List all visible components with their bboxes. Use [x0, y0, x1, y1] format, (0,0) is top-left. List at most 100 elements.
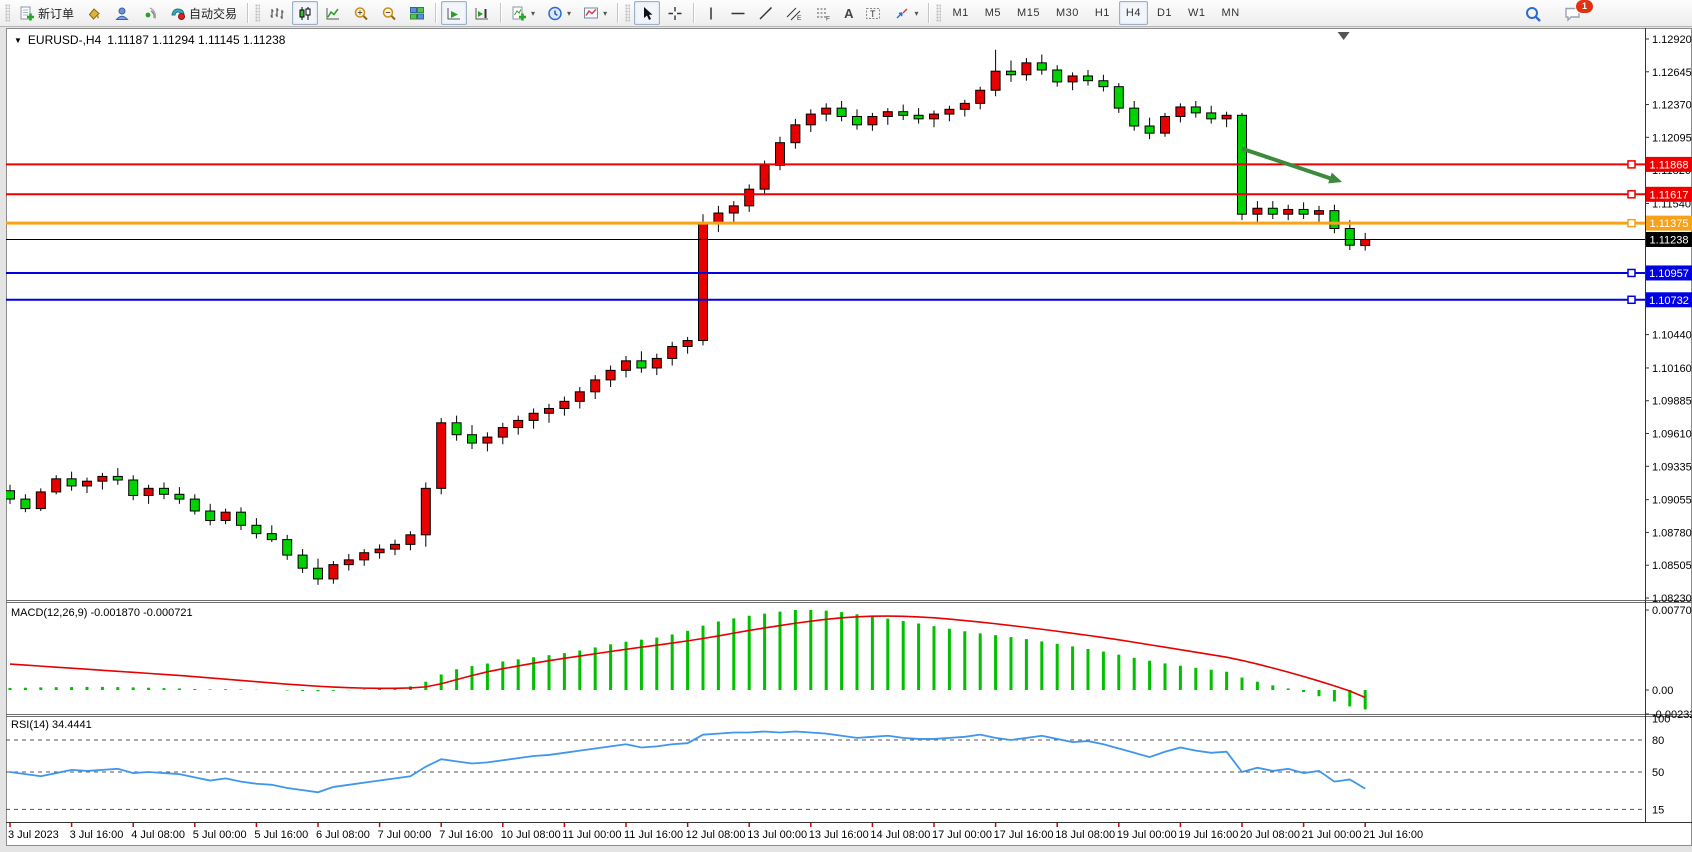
candle [898, 111, 909, 116]
timeframe-button-M15[interactable]: M15 [1017, 7, 1040, 19]
price-axis-label: 1.09610 [1652, 429, 1692, 441]
arrows-tool-button[interactable]: ▾ [889, 1, 923, 25]
hline-anchor[interactable] [1627, 218, 1636, 228]
price-axis-label: 1.08780 [1652, 527, 1692, 539]
hline-anchor[interactable] [1627, 295, 1636, 305]
text-tool-button[interactable]: A [839, 1, 858, 25]
periods-button[interactable]: ▾ [542, 1, 576, 25]
timeframe-button-MN[interactable]: MN [1221, 7, 1240, 19]
text-label-tool-button[interactable]: T [860, 1, 887, 25]
horizontal-line-tool-button[interactable] [725, 1, 751, 25]
date-axis-label: 19 Jul 00:00 [1117, 829, 1177, 841]
price-badge-value: 1.11868 [1650, 159, 1689, 171]
arrow-annotation[interactable] [1241, 146, 1335, 182]
auto-trading-button[interactable]: 自动交易 [165, 1, 242, 25]
timeframe-button-W1[interactable]: W1 [1188, 7, 1206, 19]
signals-button[interactable] [137, 1, 163, 25]
new-order-button[interactable]: 新订单 [14, 1, 79, 25]
indicators-button[interactable]: ▾ [506, 1, 540, 25]
templates-button[interactable]: ▾ [578, 1, 612, 25]
candle [20, 498, 31, 510]
candle [328, 564, 339, 580]
crosshair-tool-button[interactable] [662, 1, 688, 25]
trendline-icon [759, 6, 773, 20]
timeframe-button-M30[interactable]: M30 [1055, 7, 1079, 19]
profile-button[interactable] [109, 1, 135, 25]
candle [513, 419, 524, 429]
paint-bucket-icon [88, 7, 100, 20]
tile-windows-button[interactable] [404, 1, 430, 25]
timeframe-button-H4[interactable]: H4 [1118, 1, 1148, 25]
date-axis-label: 4 Jul 08:00 [131, 829, 185, 841]
cursor-tool-button[interactable] [634, 1, 661, 25]
chart-window: ▼ EURUSD-,H4 1.11187 1.11294 1.11145 1.1… [5, 28, 1692, 846]
line-chart-mode-button[interactable] [320, 1, 346, 25]
date-axis-label: 21 Jul 16:00 [1363, 829, 1423, 841]
hline-anchor[interactable] [1627, 160, 1636, 169]
date-axis-label: 5 Jul 16:00 [254, 829, 308, 841]
candle [82, 480, 92, 487]
chart-shift-button[interactable] [469, 1, 495, 25]
toolbar-separator [693, 3, 695, 23]
hline-anchor[interactable] [1627, 190, 1636, 199]
price-axis-label: 1.10440 [1652, 330, 1692, 342]
svg-text:T: T [870, 9, 876, 19]
zoom-in-icon [354, 6, 368, 20]
candle [297, 554, 308, 569]
auto-scroll-button[interactable] [441, 1, 468, 25]
candle [174, 493, 185, 500]
date-axis-label: 10 Jul 08:00 [501, 829, 561, 841]
candle [744, 188, 755, 207]
rsi-axis-label: 15 [1652, 804, 1664, 816]
candle [559, 400, 570, 409]
fibonacci-tool-button[interactable]: F [810, 1, 837, 25]
vertical-line-tool-button[interactable] [699, 1, 723, 25]
timeframe-button-D1[interactable]: D1 [1156, 7, 1173, 19]
hline-anchor[interactable] [1627, 268, 1636, 278]
chart-shift-icon [475, 7, 489, 19]
candle [451, 422, 462, 436]
auto-trading-icon [171, 7, 186, 20]
equidistant-channel-tool-button[interactable]: E [781, 1, 808, 25]
toolbar-drag-handle[interactable] [625, 4, 631, 22]
styler-button[interactable] [81, 1, 107, 25]
candle [282, 539, 293, 556]
candle [528, 412, 539, 421]
price-badge-value: 1.10732 [1649, 295, 1689, 307]
timeframe-button-M1[interactable]: M1 [952, 7, 969, 19]
bar-chart-mode-button[interactable] [264, 1, 290, 25]
toolbar-drag-handle[interactable] [936, 4, 942, 22]
zoom-out-button[interactable] [376, 1, 402, 25]
channel-icon: E [786, 7, 802, 21]
candlestick-mode-button[interactable] [292, 1, 319, 25]
timeframe-button-M5[interactable]: M5 [984, 7, 1002, 19]
fibonacci-icon: F [817, 8, 830, 21]
candle [343, 559, 354, 566]
trendline-tool-button[interactable] [753, 1, 779, 25]
timeframe-button-H1[interactable]: H1 [1094, 7, 1110, 19]
toolbar-drag-handle[interactable] [255, 4, 261, 22]
notifications-button[interactable]: 1 [1559, 0, 1594, 26]
price-axis-label: 1.08230 [1652, 593, 1692, 605]
candle [929, 113, 939, 120]
symbol-period-label: EURUSD-,H4 [27, 33, 102, 47]
date-axis-label: 17 Jul 00:00 [932, 829, 992, 841]
price-chart-canvas[interactable]: 1.129201.126451.123701.120951.118201.115… [5, 28, 1692, 846]
toolbar-drag-handle[interactable] [5, 4, 10, 22]
auto-trading-label: 自动交易 [189, 6, 238, 21]
candle [728, 205, 739, 214]
search-button[interactable] [1520, 2, 1547, 26]
zoom-in-button[interactable] [348, 1, 374, 25]
price-badge [1646, 231, 1692, 247]
symbol-dropdown-icon[interactable]: ▼ [14, 35, 22, 45]
search-icon [1526, 6, 1541, 22]
price-axis-label: 1.08505 [1652, 560, 1692, 572]
date-axis-label: 17 Jul 16:00 [994, 829, 1054, 841]
price-axis-label: 1.09335 [1652, 461, 1692, 473]
chart-shift-marker[interactable] [1337, 32, 1350, 40]
candle [1083, 75, 1093, 82]
date-axis-label: 12 Jul 08:00 [686, 829, 746, 841]
dropdown-caret: ▾ [914, 8, 919, 18]
notification-badge: 1 [1575, 0, 1594, 14]
candle [143, 487, 154, 496]
